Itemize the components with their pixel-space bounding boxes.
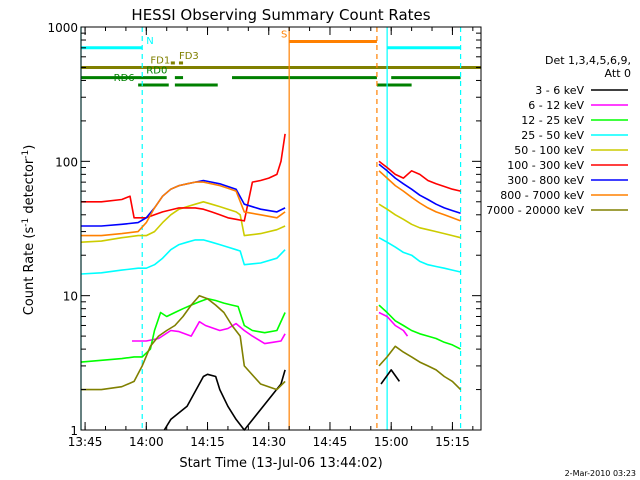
series-line-5: [81, 133, 461, 222]
chart-title: HESSI Observing Summary Count Rates: [131, 6, 430, 24]
y-tick-label-3: 1000: [47, 21, 78, 35]
flag-label-n: N: [146, 36, 153, 47]
y-tick-label-1: 10: [63, 290, 78, 304]
y-tick-label-0: 1: [70, 424, 78, 438]
flag-label-rd0: RD0: [146, 66, 167, 77]
axis-ticks: 13:45 14:00 14:15 14:30 14:45 15:00 15:15 1 10 10…: [47, 21, 481, 449]
series-line-3: [80, 237, 461, 275]
axes-frame: [80, 26, 482, 431]
x-tick-label-2: 14:15: [190, 435, 225, 449]
legend-label-7: 800 - 7000 keV: [500, 189, 584, 202]
x-tick-label-3: 14:30: [251, 435, 286, 449]
series-line-0: [163, 369, 401, 431]
series-line-4: [80, 201, 461, 243]
flag-label-rd6: RD6: [114, 73, 135, 84]
flag-bars: N S FD1 FD3 RD0 RD6: [81, 29, 481, 87]
x-tick-label-1: 14:00: [129, 435, 164, 449]
series-line-1: [132, 311, 409, 345]
legend-subheader: Att 0: [605, 67, 631, 80]
legend-label-0: 3 - 6 keV: [535, 84, 584, 97]
legend-label-2: 12 - 25 keV: [521, 114, 584, 127]
legend: Det 1,3,4,5,6,9, Att 0 3 - 6 keV 6 - 12 k…: [486, 54, 631, 217]
flag-label-fd3: FD3: [179, 51, 199, 62]
series-line-8: [81, 294, 462, 391]
legend-header: Det 1,3,4,5,6,9,: [545, 54, 631, 67]
legend-label-4: 50 - 100 keV: [514, 144, 584, 157]
vertical-markers: [80, 27, 462, 430]
flag-label-fd1: FD1: [150, 55, 170, 66]
footer-date: 2-Mar-2010 03:23: [565, 469, 636, 478]
legend-label-6: 300 - 800 keV: [507, 174, 584, 187]
legend-label-1: 6 - 12 keV: [528, 99, 584, 112]
x-tick-label-6: 15:15: [435, 435, 470, 449]
legend-entries: 3 - 6 keV 6 - 12 keV 12 - 25 keV 25 - 50 ke…: [486, 84, 628, 217]
legend-label-8: 7000 - 20000 keV: [486, 204, 584, 217]
flag-label-s: S: [281, 29, 287, 40]
x-tick-label-0: 13:45: [68, 435, 103, 449]
y-tick-label-2: 100: [55, 155, 78, 169]
series-lines: [80, 133, 462, 431]
y-axis-label: Count Rate (s-1 detector-1): [21, 145, 37, 316]
series-line-7: [81, 170, 461, 237]
x-tick-label-5: 15:00: [374, 435, 409, 449]
x-axis-label: Start Time (13-Jul-06 13:44:02): [179, 456, 382, 471]
x-tick-label-4: 14:45: [313, 435, 348, 449]
legend-label-3: 25 - 50 keV: [521, 129, 584, 142]
legend-label-5: 100 - 300 keV: [507, 159, 584, 172]
